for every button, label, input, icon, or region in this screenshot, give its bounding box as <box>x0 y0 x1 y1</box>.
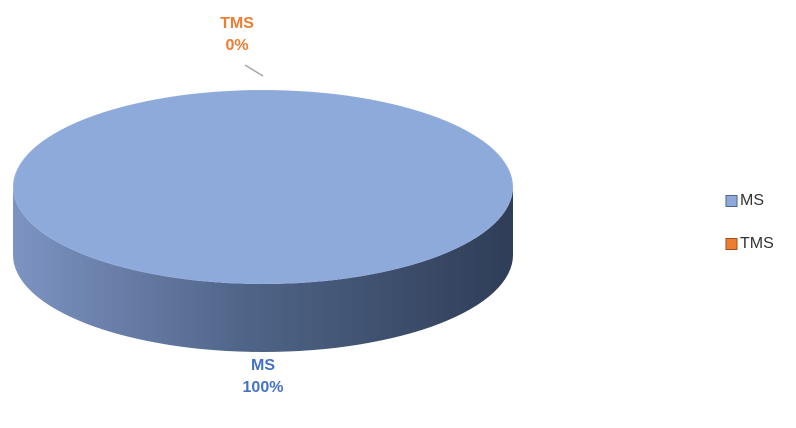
data-label-value: 0% <box>225 37 248 54</box>
data-label-category: TMS <box>220 15 254 32</box>
data-label: MS 100% <box>243 357 284 396</box>
legend-marker <box>725 238 738 250</box>
legend-label: MS <box>740 192 764 209</box>
data-label-category: MS <box>251 357 275 374</box>
slice-side <box>13 187 513 352</box>
leader-line <box>244 64 264 77</box>
legend-marker <box>725 195 738 207</box>
data-label: TMS 0% <box>220 15 254 54</box>
data-label-value: 100% <box>243 379 284 396</box>
legend-label: TMS <box>740 235 774 252</box>
slice-highlight <box>13 90 513 284</box>
